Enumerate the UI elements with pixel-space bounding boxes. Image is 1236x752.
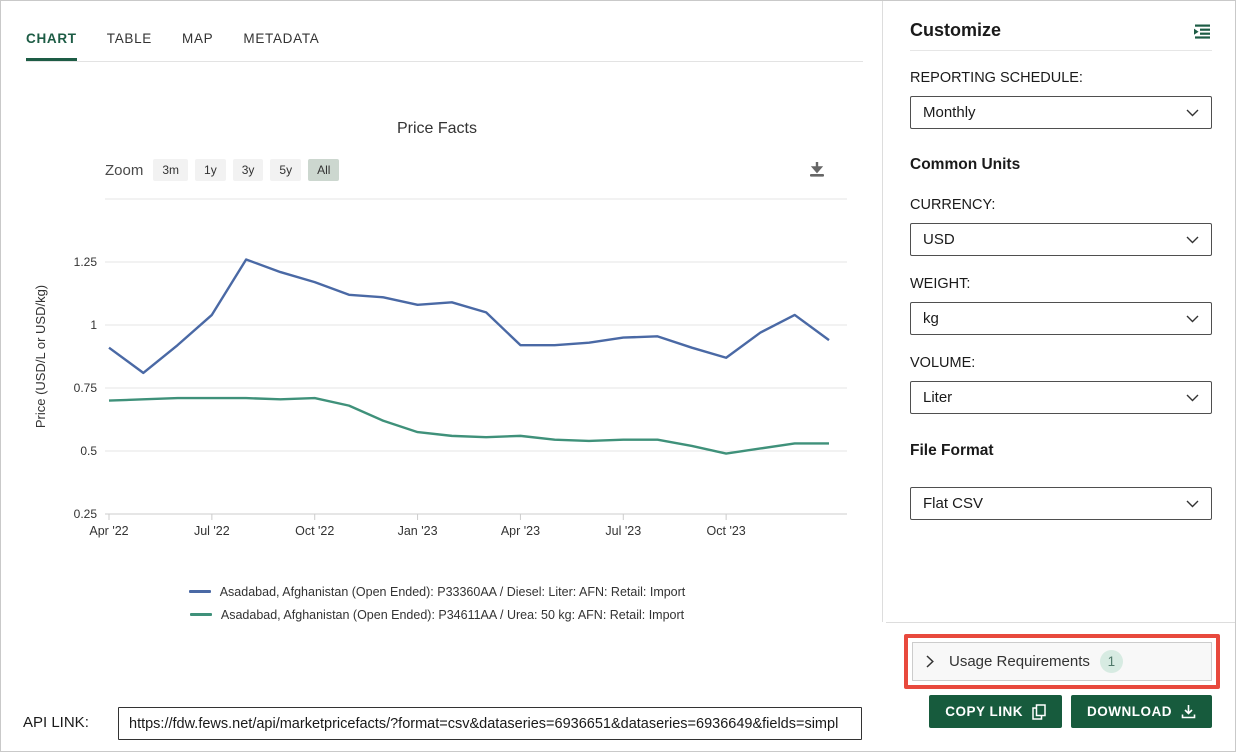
- price-chart-svg[interactable]: 0.25 0.5 0.75 1 1.25 Apr '22 Jul '22 Oct '22 Jan…: [31, 191, 861, 556]
- currency-value: USD: [923, 231, 955, 248]
- api-link-label: API LINK:: [23, 714, 89, 731]
- reporting-schedule-label: REPORTING SCHEDULE:: [910, 70, 1083, 86]
- currency-select[interactable]: USD: [910, 223, 1212, 256]
- legend-label-urea: Asadabad, Afghanistan (Open Ended): P346…: [220, 607, 685, 622]
- svg-text:Jul '23: Jul '23: [605, 524, 641, 538]
- usage-requirements-highlight: Usage Requirements 1: [904, 634, 1220, 689]
- sidebar-bottom-divider: [886, 622, 1235, 623]
- chevron-down-icon: [1186, 394, 1199, 401]
- file-format-value: Flat CSV: [923, 495, 984, 512]
- copy-link-button-label: COPY LINK: [945, 704, 1023, 719]
- tab-table[interactable]: TABLE: [106, 31, 153, 46]
- weight-value: kg: [923, 310, 939, 327]
- svg-text:Apr '23: Apr '23: [501, 524, 540, 538]
- svg-text:Oct '22: Oct '22: [295, 524, 334, 538]
- volume-label: VOLUME:: [910, 355, 976, 371]
- tab-map[interactable]: MAP: [182, 31, 214, 46]
- download-icon: [1181, 705, 1196, 719]
- zoom-button-1y[interactable]: 1y: [195, 159, 226, 181]
- download-button[interactable]: DOWNLOAD: [1071, 695, 1212, 728]
- svg-text:0.25: 0.25: [74, 507, 98, 521]
- svg-text:0.75: 0.75: [74, 381, 98, 395]
- chart-export-download-icon[interactable]: [805, 157, 829, 181]
- usage-requirements-expander[interactable]: Usage Requirements 1: [912, 642, 1212, 681]
- chevron-down-icon: [1186, 109, 1199, 116]
- zoom-controls: Zoom 3m 1y 3y 5y All: [105, 159, 346, 181]
- copy-link-button[interactable]: COPY LINK: [929, 695, 1062, 728]
- weight-label: WEIGHT:: [910, 276, 971, 292]
- file-format-header: File Format: [910, 442, 994, 459]
- svg-text:1: 1: [90, 318, 97, 332]
- legend-item-diesel[interactable]: Asadabad, Afghanistan (Open Ended): P333…: [31, 580, 843, 603]
- svg-text:Apr '22: Apr '22: [89, 524, 128, 538]
- zoom-button-3m[interactable]: 3m: [153, 159, 189, 181]
- chevron-down-icon: [1186, 236, 1199, 243]
- chevron-down-icon: [1186, 315, 1199, 322]
- customize-title: Customize: [910, 20, 1002, 40]
- customize-panel-indent-list-icon[interactable]: [1193, 24, 1212, 44]
- zoom-button-5y[interactable]: 5y: [270, 159, 302, 181]
- chevron-right-icon: [926, 655, 934, 668]
- currency-label: CURRENCY:: [910, 197, 996, 213]
- volume-select[interactable]: Liter: [910, 381, 1212, 414]
- svg-text:Jul '22: Jul '22: [194, 524, 230, 538]
- tab-bar: CHART TABLE MAP METADATA: [26, 31, 349, 61]
- usage-requirements-count-badge: 1: [1099, 650, 1123, 673]
- zoom-button-3y[interactable]: 3y: [232, 159, 264, 181]
- svg-text:0.5: 0.5: [80, 444, 97, 458]
- api-link-input[interactable]: [118, 707, 862, 740]
- chevron-down-icon: [1186, 500, 1199, 507]
- download-button-label: DOWNLOAD: [1087, 704, 1172, 719]
- copy-icon: [1032, 703, 1046, 720]
- customize-sidebar: Customize REPORTING SCHEDULE: Monthly Co…: [882, 1, 1235, 751]
- customize-divider: [910, 50, 1212, 51]
- legend-item-urea[interactable]: Asadabad, Afghanistan (Open Ended): P346…: [31, 603, 843, 626]
- svg-text:1.25: 1.25: [74, 255, 98, 269]
- svg-text:Jan '23: Jan '23: [398, 524, 438, 538]
- file-format-select[interactable]: Flat CSV: [910, 487, 1212, 520]
- weight-select[interactable]: kg: [910, 302, 1212, 335]
- common-units-header: Common Units: [910, 156, 1021, 173]
- svg-text:Oct '23: Oct '23: [707, 524, 746, 538]
- legend-label-diesel: Asadabad, Afghanistan (Open Ended): P333…: [219, 584, 686, 599]
- tab-metadata[interactable]: METADATA: [243, 31, 320, 46]
- chart-legend: Asadabad, Afghanistan (Open Ended): P333…: [31, 580, 843, 626]
- svg-text:Price (USD/L or USD/kg): Price (USD/L or USD/kg): [33, 285, 48, 428]
- reporting-schedule-value: Monthly: [923, 104, 976, 121]
- tab-chart[interactable]: CHART: [26, 31, 77, 61]
- sidebar-divider: [882, 1, 883, 622]
- zoom-label: Zoom: [105, 161, 144, 179]
- zoom-button-all[interactable]: All: [308, 159, 340, 181]
- tab-bar-divider: [26, 61, 863, 62]
- volume-value: Liter: [923, 389, 953, 406]
- legend-swatch: [188, 590, 211, 593]
- reporting-schedule-select[interactable]: Monthly: [910, 96, 1212, 129]
- legend-swatch: [189, 613, 212, 616]
- chart-title: Price Facts: [396, 120, 477, 137]
- usage-requirements-label: Usage Requirements: [949, 653, 1090, 670]
- action-buttons: COPY LINK DOWNLOAD: [929, 695, 1212, 728]
